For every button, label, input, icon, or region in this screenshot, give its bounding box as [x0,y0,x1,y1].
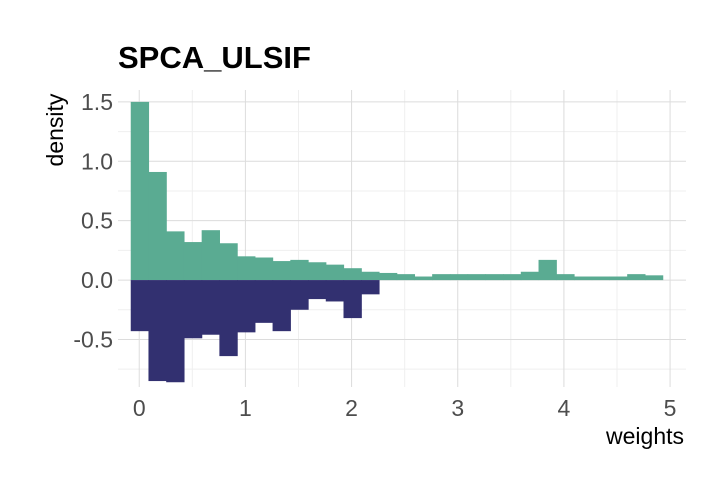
histogram-bar-down [325,280,345,302]
y-tick-label: 0.5 [81,208,113,234]
histogram-bar-up [503,274,522,281]
histogram-bar-up [343,268,362,281]
histogram-bar-up [254,257,274,281]
histogram-bar-up [361,271,380,281]
histogram-bar-down [343,280,362,319]
histogram-bar-down [254,280,274,323]
histogram-bar-down [201,280,220,335]
histogram-bar-up [130,101,150,281]
histogram-bar-down [361,280,380,295]
y-tick-label: -0.5 [73,326,113,352]
histogram-bar-down [237,280,256,333]
histogram-bar-up [396,274,416,281]
y-tick-label: 1.0 [81,148,113,174]
x-tick-label: 1 [239,395,252,421]
histogram-bar-up [449,274,469,281]
histogram-bar-up [485,274,504,281]
histogram-bar-down [148,280,167,382]
x-tick-label: 2 [345,395,358,421]
histogram-bar-down [183,280,203,339]
y-axis-ticks: -0.5 0.0 0.5 1.0 1.5 [73,89,113,353]
histogram-bar-up [627,274,646,281]
histogram-bar-up [237,256,256,281]
histogram-bar-up [183,242,203,281]
histogram-bar-up [644,275,664,281]
histogram-bar-up [414,276,433,281]
x-axis-label: weights [605,423,684,449]
histogram-bar-up [432,274,451,281]
histogram-bar-down [290,280,309,310]
bars [130,101,664,383]
histogram-bar-up [591,276,611,281]
y-tick-label: 1.5 [81,89,113,115]
histogram-bar-up [378,272,398,281]
x-tick-label: 4 [558,395,571,421]
x-tick-label: 0 [133,395,146,421]
histogram-bar-up [148,171,167,281]
x-tick-label: 3 [451,395,464,421]
histogram-bar-up [272,261,291,281]
histogram-bar-up [556,274,575,281]
histogram-bar-up [325,264,345,281]
y-axis-label: density [42,93,68,166]
chart-title: SPCA_ULSIF [118,40,311,75]
y-tick-label: 0.0 [81,267,113,293]
histogram-bar-up [520,271,540,281]
histogram-bar-down [272,280,291,332]
histogram-bar-down [130,280,150,332]
histogram-bar-down [219,280,238,357]
histogram-bar-down [308,280,327,300]
histogram-bar-up [219,243,238,281]
x-tick-label: 5 [664,395,677,421]
histogram-bar-up [166,231,185,281]
histogram-bar-up [308,262,327,281]
histogram-bar-up [290,259,309,281]
x-axis-ticks: 0 1 2 3 4 5 [133,395,677,421]
histogram-bar-up [538,259,557,281]
histogram-bar-up [467,274,486,281]
histogram-bar-up [201,230,220,281]
histogram-bar-down [166,280,185,383]
histogram-bar-up [573,276,593,281]
histogram-bar-up [609,276,628,281]
